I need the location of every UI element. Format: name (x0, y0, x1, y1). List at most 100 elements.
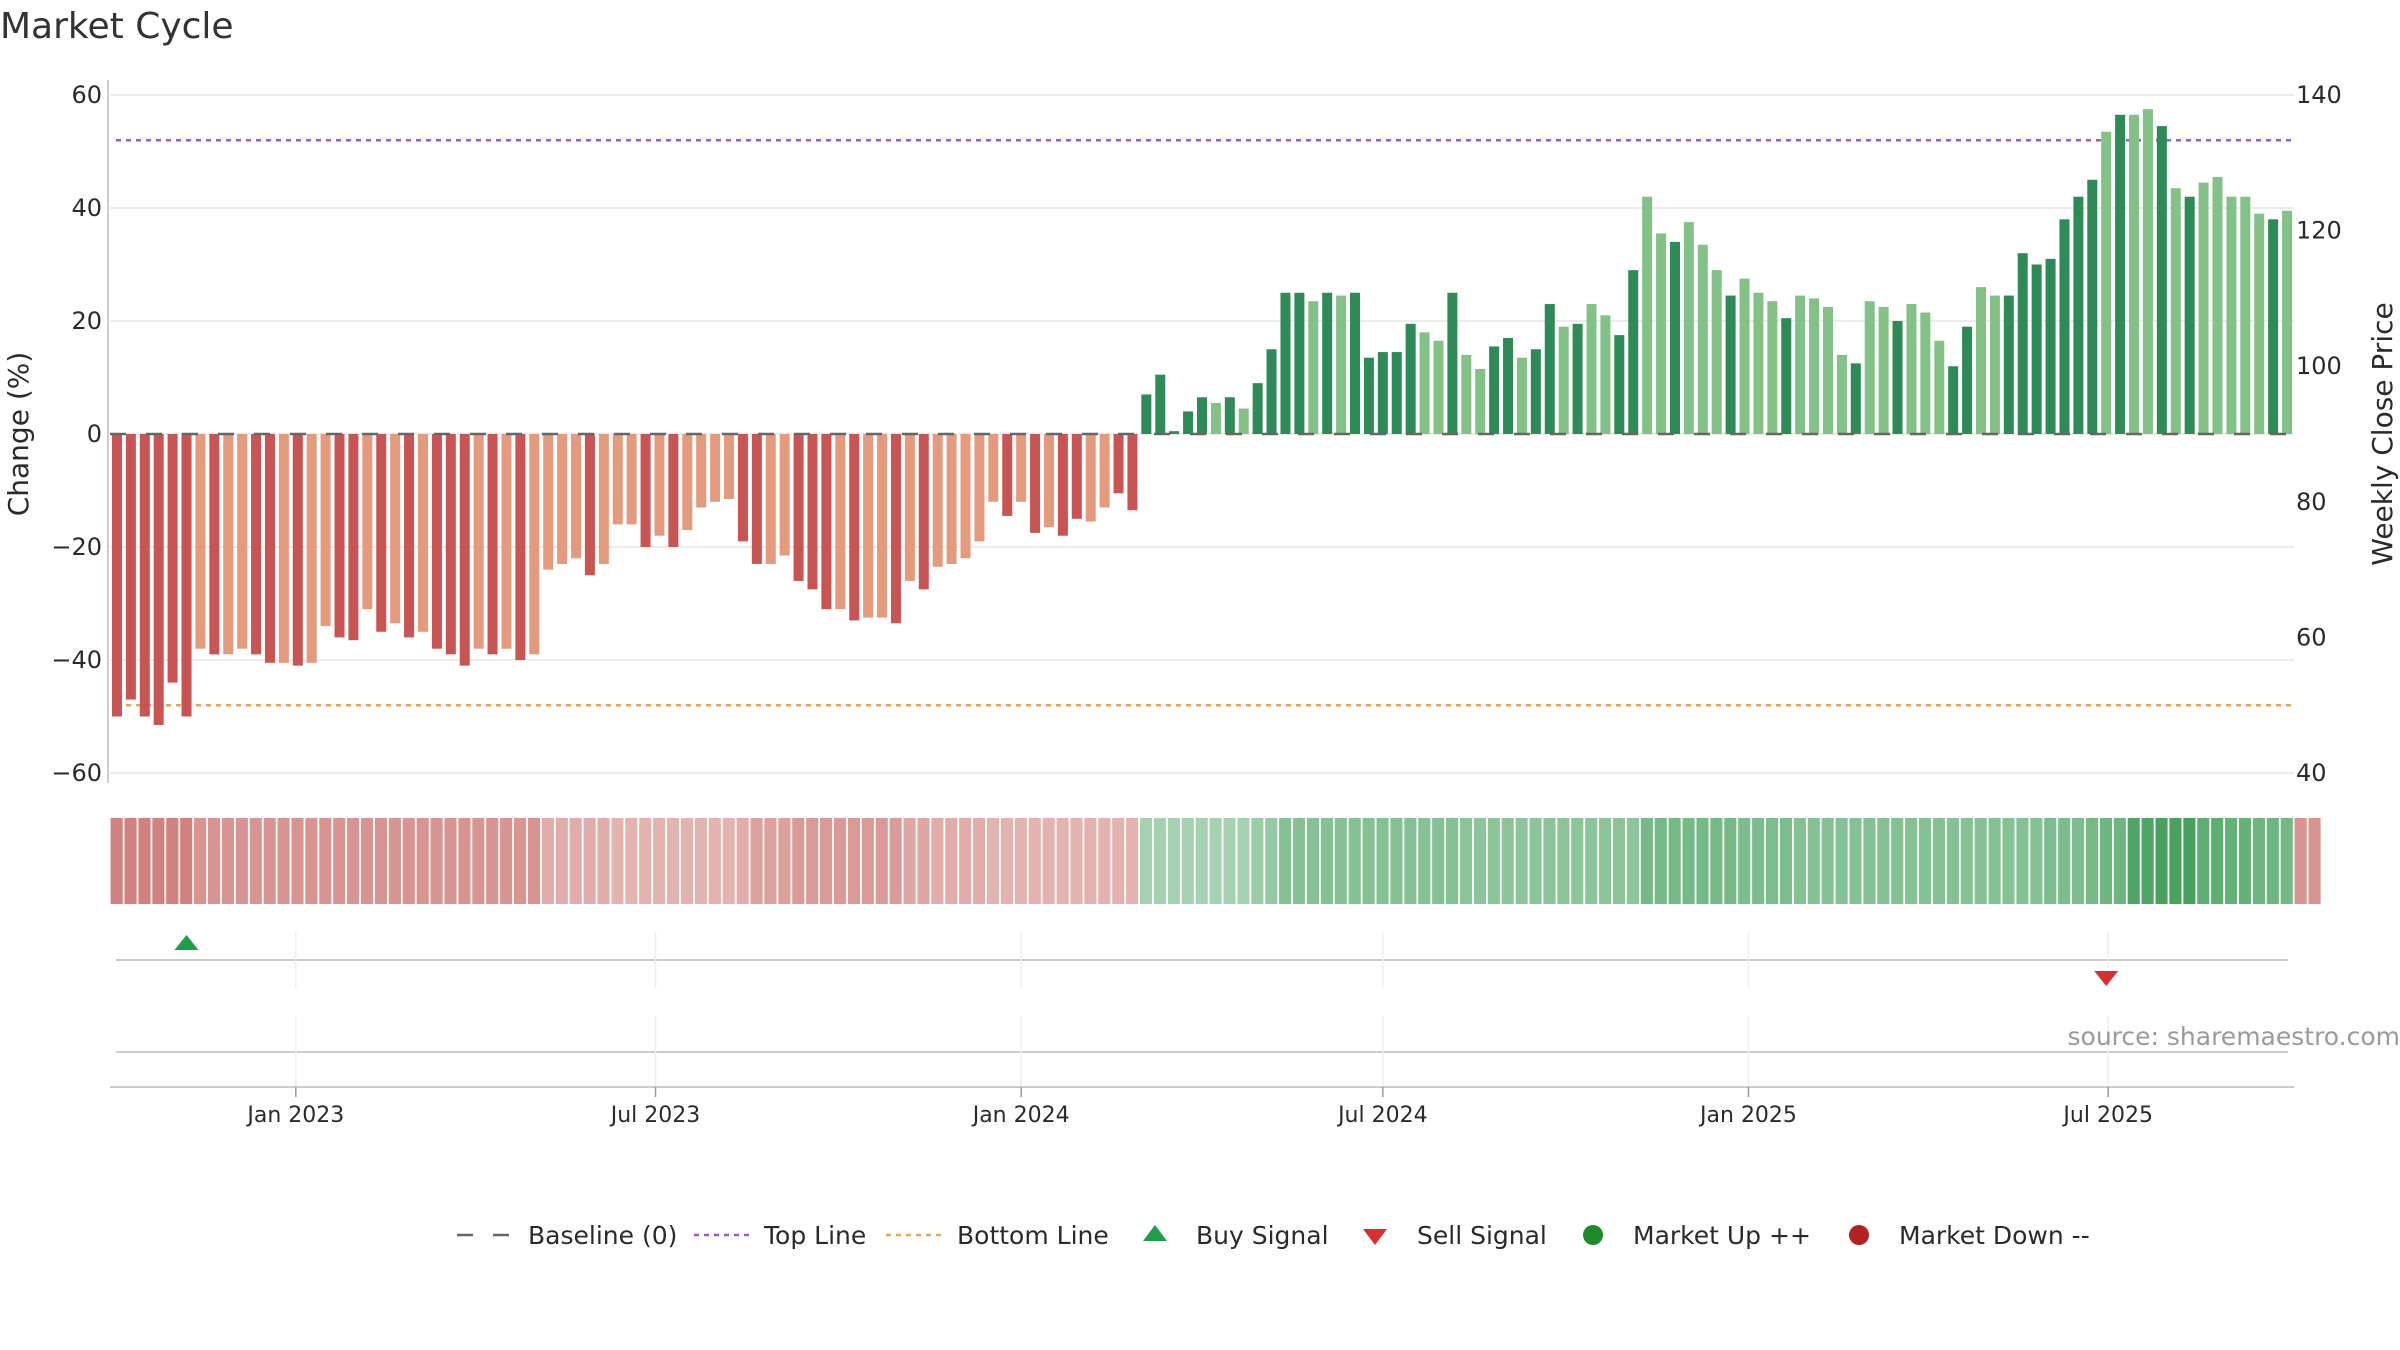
heat-cell (1404, 818, 1417, 904)
bar (1057, 434, 1068, 536)
legend: Baseline (0) Top Line Bottom Line Buy Signa… (457, 1221, 2090, 1250)
heat-cell (1446, 818, 1459, 904)
legend-item-mdown: Market Down -- (1849, 1221, 2090, 1250)
heat-cell (388, 818, 401, 904)
x-axis: Jan 2023 Jul 2023 Jan 2024 Jul 2024 Jan 2025… (110, 1086, 2294, 1128)
bar (1071, 434, 1082, 519)
heat-cell (931, 818, 944, 904)
heat-cell (472, 818, 485, 904)
heat-cell (1779, 818, 1793, 904)
bar (292, 434, 303, 666)
bar (626, 434, 637, 525)
bar (571, 434, 582, 559)
bar (1183, 411, 1194, 434)
bar (779, 434, 790, 556)
heat-cell (2099, 818, 2112, 904)
bar (1920, 312, 1931, 434)
bar (2268, 219, 2279, 434)
heat-cell (722, 818, 735, 904)
bar (1419, 332, 1430, 434)
legend-label: Sell Signal (1417, 1221, 1547, 1250)
heat-cell (2127, 818, 2140, 904)
heat-cell (1821, 818, 1834, 904)
heat-cell (889, 818, 902, 904)
bar (1363, 357, 1374, 434)
sell-signal-marker (2094, 971, 2119, 986)
bar (1906, 304, 1917, 434)
heat-cell (138, 818, 151, 904)
bar (515, 434, 526, 660)
heat-cell (1126, 818, 1139, 904)
heat-cell (1501, 818, 1514, 904)
bar (390, 434, 401, 624)
heat-cell (1000, 818, 1014, 904)
bar (2017, 253, 2028, 434)
heat-cell (1195, 818, 1208, 904)
heat-cell (1209, 818, 1222, 904)
heat-cell (792, 818, 805, 904)
y2-tick-label: 80 (2296, 488, 2327, 516)
heat-cell (806, 818, 819, 904)
bar (932, 434, 943, 567)
bar (1322, 292, 1333, 434)
bar (904, 434, 915, 581)
bar (1628, 270, 1639, 434)
bar (417, 434, 429, 632)
heat-cell (611, 818, 624, 904)
heat-cell (1418, 818, 1431, 904)
heat-cell (2016, 818, 2029, 904)
heat-cell (1265, 818, 1278, 904)
heat-cell (2141, 818, 2154, 904)
heat-cell (1223, 818, 1236, 904)
bar (334, 434, 345, 638)
heat-cell (1557, 818, 1570, 904)
heat-cell (555, 818, 568, 904)
bar (2254, 213, 2265, 434)
heat-cell (986, 818, 1000, 904)
heat-cell (2225, 818, 2238, 904)
legend-label: Top Line (763, 1221, 866, 1250)
heat-cell (1251, 818, 1264, 904)
bar (1572, 323, 1583, 434)
bar (1280, 292, 1291, 434)
y2-axis-title: Weekly Close Price (2366, 302, 2399, 565)
heat-cell (1293, 818, 1306, 904)
y-tick-label: −60 (51, 759, 102, 787)
heat-cell (249, 818, 262, 904)
bar (612, 434, 623, 525)
bar (223, 434, 234, 655)
bar (1975, 287, 1987, 434)
buy-signal-marker (174, 935, 199, 950)
bar (543, 434, 554, 570)
heat-cell (374, 818, 388, 904)
bar (2156, 126, 2167, 434)
bar (1934, 340, 1945, 434)
heat-cell (750, 818, 763, 904)
heat-cell (1529, 818, 1542, 904)
heat-cell (694, 818, 707, 904)
legend-item-baseline: Baseline (0) (457, 1221, 677, 1250)
bar (668, 434, 679, 547)
bar (793, 434, 804, 581)
heat-cell (2044, 818, 2057, 904)
bar (1753, 292, 1764, 434)
heat-cell (2058, 818, 2071, 904)
heat-cell (194, 818, 207, 904)
bar (264, 434, 275, 663)
heat-cell (2308, 818, 2321, 904)
bar (877, 434, 888, 618)
bar (1503, 337, 1514, 434)
bar (1169, 431, 1180, 434)
bar (153, 434, 164, 725)
bar (2003, 295, 2014, 434)
bar (1210, 402, 1221, 434)
heat-cell (1946, 818, 1959, 904)
heat-cell (1724, 818, 1737, 904)
heat-cell (1334, 818, 1347, 904)
heat-cell (1682, 818, 1695, 904)
heat-cell (1738, 818, 1751, 904)
bar (2045, 258, 2056, 434)
heat-cell (1181, 818, 1194, 904)
bar (1405, 323, 1416, 434)
bar (1099, 434, 1110, 508)
